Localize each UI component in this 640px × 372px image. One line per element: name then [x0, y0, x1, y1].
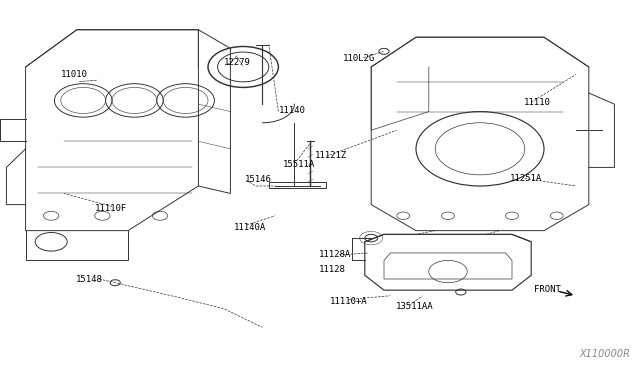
- Text: 11251A: 11251A: [510, 174, 542, 183]
- Text: 15148: 15148: [76, 275, 102, 284]
- Text: FRONT: FRONT: [534, 285, 561, 294]
- Text: 11121Z: 11121Z: [315, 151, 347, 160]
- Text: 15146: 15146: [244, 175, 271, 184]
- Text: 11140A: 11140A: [234, 223, 266, 232]
- Bar: [269, 182, 326, 188]
- Text: 11110+A: 11110+A: [330, 297, 368, 306]
- Text: 110L2G: 110L2G: [342, 54, 374, 63]
- Text: 11140: 11140: [278, 106, 305, 115]
- Text: 11128A: 11128A: [319, 250, 351, 259]
- Text: 15511A: 15511A: [283, 160, 315, 169]
- Text: 11128: 11128: [319, 265, 346, 274]
- Text: X110000R: X110000R: [580, 349, 630, 359]
- Text: 11110F: 11110F: [95, 204, 127, 213]
- Text: 13511AA: 13511AA: [396, 302, 433, 311]
- Text: 11010: 11010: [61, 70, 88, 79]
- Text: 12279: 12279: [224, 58, 251, 67]
- Text: 11110: 11110: [524, 98, 550, 107]
